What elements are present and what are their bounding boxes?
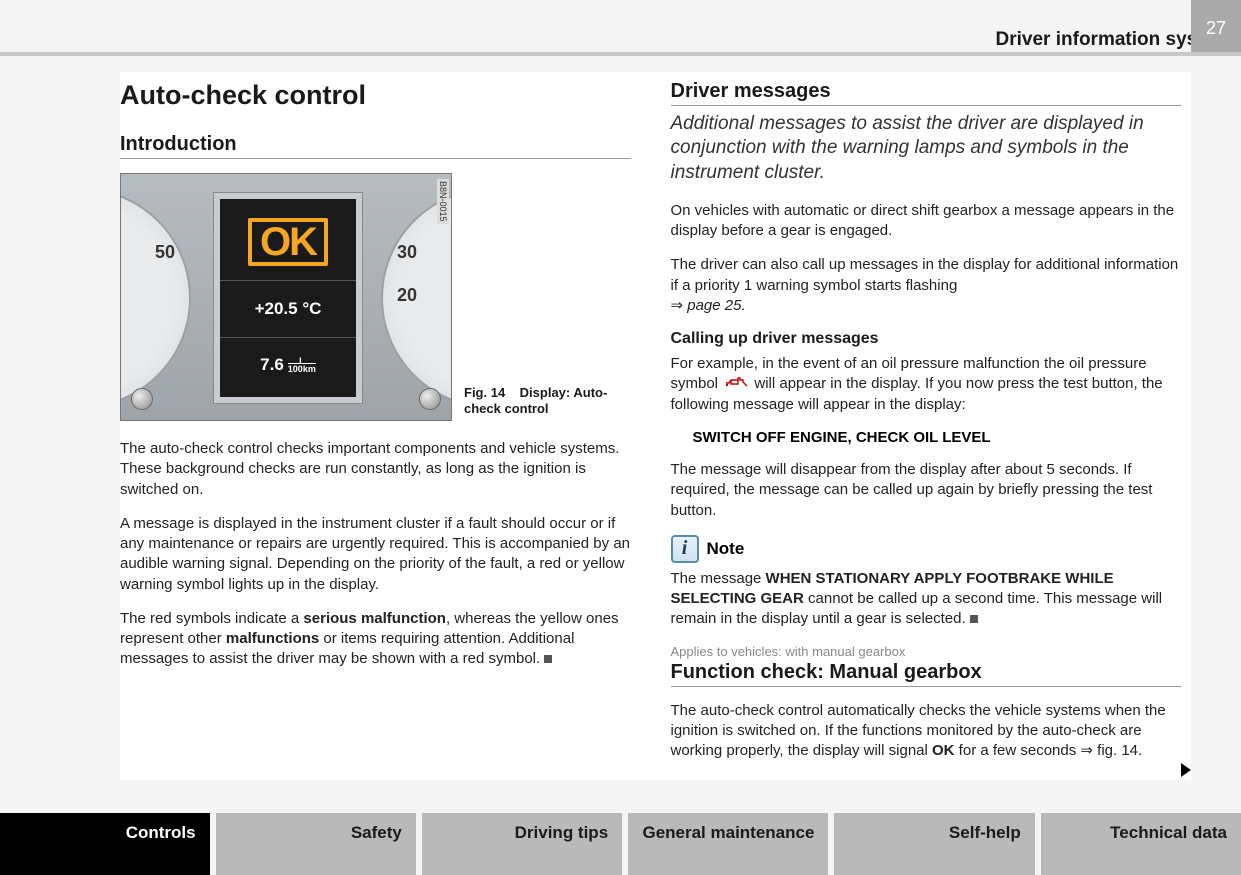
- rp2-arrow: ⇒: [671, 298, 684, 314]
- note-label: Note: [707, 539, 745, 559]
- left-para-1: The auto-check control checks important …: [120, 439, 631, 500]
- left-knob: [131, 388, 153, 410]
- calling-heading: Calling up driver messages: [671, 330, 1182, 348]
- tab-general-maintenance[interactable]: General maintenance: [628, 813, 828, 875]
- right-column: Driver messages Additional messages to a…: [671, 72, 1192, 780]
- oil-pressure-icon: [724, 374, 748, 394]
- rp5-bold: OK: [932, 742, 955, 759]
- left-column: Auto-check control Introduction 50 30 20…: [120, 72, 631, 780]
- content-area: Auto-check control Introduction 50 30 20…: [120, 72, 1191, 780]
- left-para-3: The red symbols indicate a serious malfu…: [120, 609, 631, 670]
- ok-text: OK: [248, 218, 328, 266]
- right-subtitle: Additional messages to assist the driver…: [671, 112, 1182, 185]
- left-subtitle: Introduction: [120, 133, 631, 159]
- page-number: 27: [1191, 0, 1241, 56]
- end-mark-icon: [970, 615, 978, 623]
- figure-id-label: B8N-0015: [437, 179, 449, 224]
- right-para-5: The auto-check control automatically che…: [671, 701, 1182, 762]
- units-bottom: 100km: [288, 363, 316, 374]
- display-consumption-row: 7.6 L 100km: [220, 337, 356, 393]
- p3-pre: The red symbols indicate a: [120, 610, 303, 627]
- rp2-pre: The driver can also call up messages in …: [671, 256, 1179, 293]
- right-knob: [419, 388, 441, 410]
- right-gauge-mark-1: 30: [397, 242, 417, 263]
- p3-b2: malfunctions: [226, 630, 319, 647]
- right-para-1: On vehicles with automatic or direct shi…: [671, 201, 1182, 242]
- consumption-units: L 100km: [288, 357, 316, 373]
- display-screen: OK +20.5 °C 7.6 L 100km: [220, 199, 356, 397]
- right-para-4: The message will disappear from the disp…: [671, 460, 1182, 521]
- function-check-title: Function check: Manual gearbox: [671, 661, 1182, 687]
- tab-safety[interactable]: Safety: [216, 813, 416, 875]
- center-display: OK +20.5 °C 7.6 L 100km: [213, 192, 363, 404]
- rp2-page: page 25.: [683, 297, 746, 314]
- note-pre: The message: [671, 570, 766, 587]
- footer-tabs: Controls Safety Driving tips General mai…: [0, 813, 1241, 875]
- right-title: Driver messages: [671, 80, 1182, 106]
- right-para-2: The driver can also call up messages in …: [671, 255, 1182, 316]
- p3-b1: serious malfunction: [303, 610, 446, 627]
- tab-self-help[interactable]: Self-help: [834, 813, 1034, 875]
- figure-caption-prefix: Fig. 14: [464, 385, 505, 400]
- tab-technical-data[interactable]: Technical data: [1041, 813, 1241, 875]
- display-ok-row: OK: [220, 203, 356, 280]
- switch-off-message: SWITCH OFF ENGINE, CHECK OIL LEVEL: [671, 429, 1182, 446]
- right-para-3: For example, in the event of an oil pres…: [671, 354, 1182, 415]
- display-temp-row: +20.5 °C: [220, 280, 356, 336]
- consumption-value: 7.6: [260, 355, 284, 375]
- info-icon: i: [671, 535, 699, 563]
- applies-text: Applies to vehicles: with manual gearbox: [671, 644, 1182, 659]
- header-divider: [0, 52, 1241, 56]
- left-gauge: 50: [120, 188, 191, 408]
- tab-controls[interactable]: Controls: [0, 813, 210, 875]
- tab-driving-tips[interactable]: Driving tips: [422, 813, 622, 875]
- figure-autocheck: 50 30 20 OK +20.5 °C 7.6: [120, 173, 631, 421]
- right-gauge-mark-2: 20: [397, 285, 417, 306]
- instrument-cluster: 50 30 20 OK +20.5 °C 7.6: [120, 173, 452, 421]
- left-gauge-mark: 50: [155, 242, 175, 263]
- left-title: Auto-check control: [120, 80, 631, 111]
- note-text: The message WHEN STATIONARY APPLY FOOTBR…: [671, 569, 1182, 630]
- continue-arrow-icon: [1181, 763, 1191, 777]
- figure-caption: Fig. 14 Display: Auto-check control: [464, 385, 614, 422]
- note-header: i Note: [671, 535, 1182, 563]
- end-mark-icon: [544, 655, 552, 663]
- left-para-2: A message is displayed in the instrument…: [120, 514, 631, 595]
- rp5-post: for a few seconds ⇒ fig. 14.: [955, 742, 1143, 759]
